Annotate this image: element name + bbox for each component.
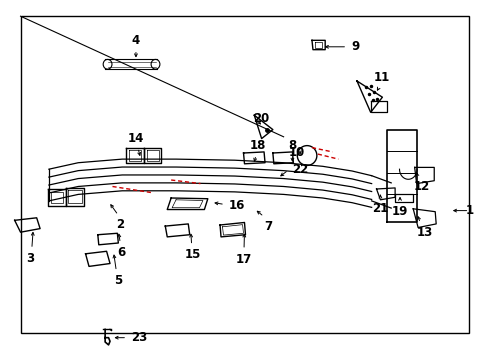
Text: 8: 8	[288, 139, 296, 152]
Text: 21: 21	[371, 202, 388, 215]
Text: 1: 1	[464, 204, 472, 217]
Text: 17: 17	[235, 253, 251, 266]
Text: 18: 18	[249, 139, 266, 152]
Text: 2: 2	[116, 218, 123, 231]
Text: 5: 5	[114, 274, 122, 287]
Text: 3: 3	[26, 252, 34, 265]
Text: 13: 13	[415, 226, 432, 239]
Text: 4: 4	[132, 34, 140, 47]
Text: 7: 7	[264, 220, 271, 233]
Text: 9: 9	[350, 40, 359, 53]
Text: 22: 22	[292, 163, 308, 176]
Text: 10: 10	[288, 146, 305, 159]
Text: 19: 19	[391, 205, 407, 218]
Text: 11: 11	[372, 71, 389, 84]
Text: 15: 15	[184, 248, 201, 261]
Text: 12: 12	[412, 180, 429, 193]
Text: 16: 16	[228, 199, 244, 212]
Bar	[20, 16, 468, 333]
Text: 23: 23	[131, 331, 147, 344]
Text: 20: 20	[253, 112, 269, 125]
Text: 6: 6	[117, 246, 125, 259]
Text: 14: 14	[127, 132, 144, 145]
